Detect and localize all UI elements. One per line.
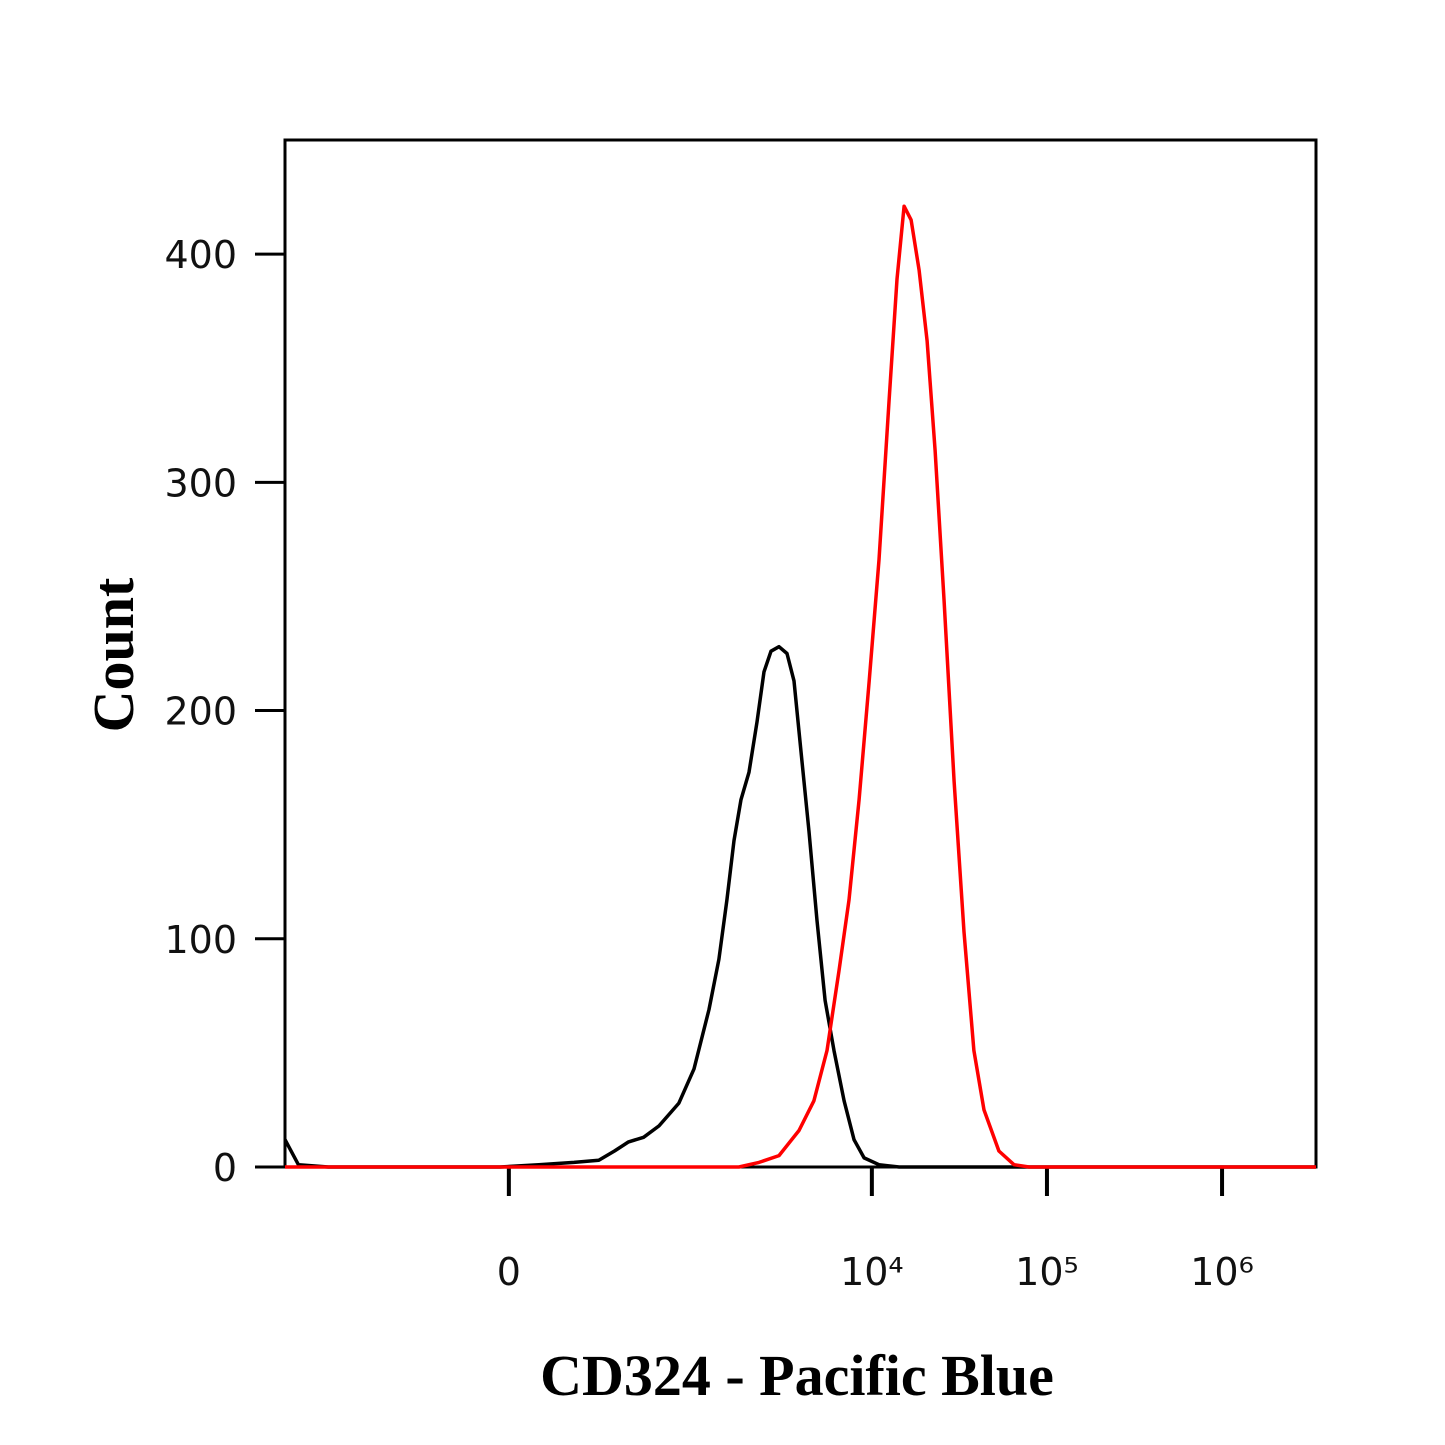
x-axis-label: CD324 - Pacific Blue (540, 1343, 1054, 1408)
x-tick-label: 10⁶ (1190, 1250, 1254, 1294)
plot-frame (283, 138, 1318, 1169)
y-tick-label: 0 (213, 1146, 237, 1190)
series-line (283, 644, 1316, 1169)
y-tick-label: 100 (164, 918, 237, 962)
series-line (285, 204, 1316, 1169)
x-tick-label: 10⁵ (1015, 1250, 1079, 1294)
x-tick-label: 10⁴ (840, 1250, 904, 1294)
y-tick-label: 200 (164, 690, 237, 734)
y-tick-label: 300 (164, 461, 237, 505)
y-tick-label: 400 (164, 233, 237, 277)
y-axis-label: Count (81, 577, 146, 732)
x-tick-label: 0 (497, 1250, 521, 1294)
